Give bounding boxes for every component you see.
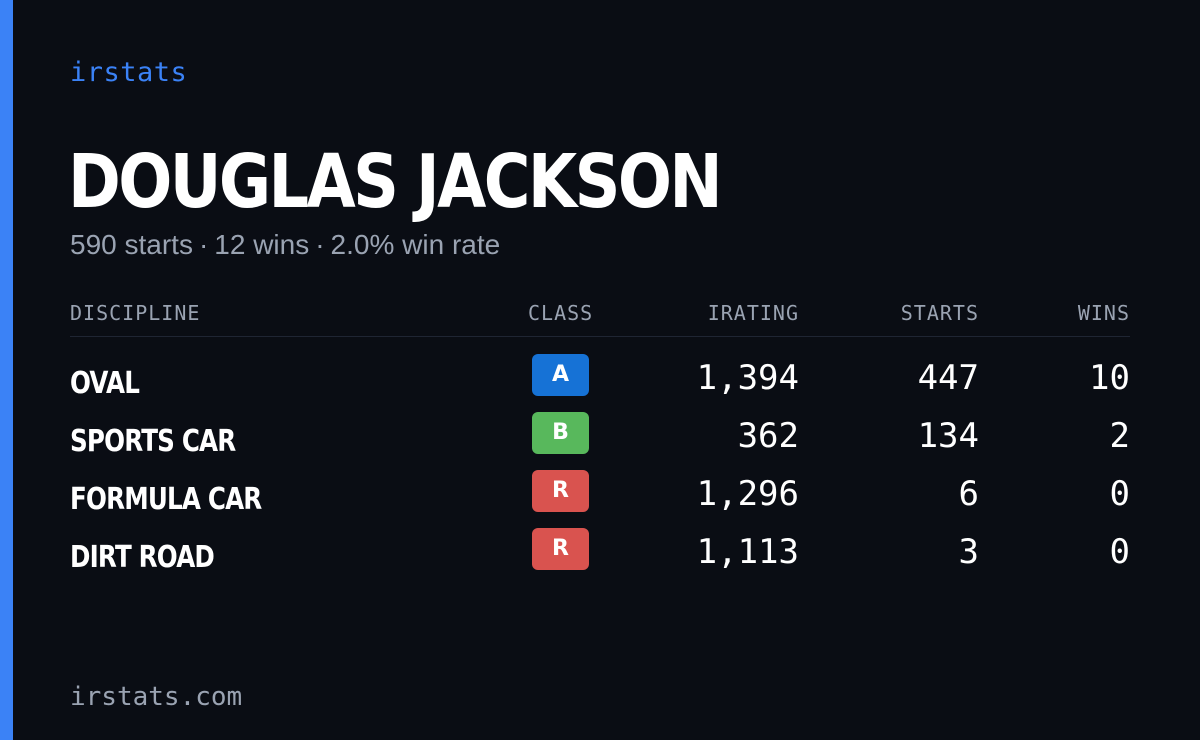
wins-value: 10 bbox=[1089, 358, 1130, 398]
separator: · bbox=[315, 229, 325, 260]
class-badge: R bbox=[532, 528, 589, 570]
starts-summary: 590 starts bbox=[70, 229, 193, 260]
brand-logo: irstats bbox=[70, 57, 188, 88]
irating-value: 1,296 bbox=[696, 474, 799, 514]
wins-value: 0 bbox=[1109, 532, 1130, 572]
wins-summary: 12 wins bbox=[214, 229, 310, 260]
discipline-name: DIRT ROAD bbox=[70, 540, 215, 575]
starts-value: 447 bbox=[917, 358, 979, 398]
irating-value: 1,113 bbox=[696, 532, 799, 572]
class-badge: R bbox=[532, 470, 589, 512]
irating-value: 1,394 bbox=[696, 358, 799, 398]
class-badge: B bbox=[532, 412, 589, 454]
discipline-name: OVAL bbox=[70, 366, 140, 401]
starts-value: 3 bbox=[958, 532, 979, 572]
header-class: CLASS bbox=[528, 301, 594, 325]
header-starts: STARTS bbox=[900, 301, 979, 325]
separator: · bbox=[198, 229, 209, 260]
accent-bar bbox=[0, 0, 13, 740]
win-rate-summary: 2.0% win rate bbox=[330, 229, 501, 260]
header-irating: IRATING bbox=[707, 301, 799, 325]
header-discipline: DISCIPLINE bbox=[70, 301, 201, 325]
header-divider bbox=[70, 336, 1130, 337]
discipline-name: SPORTS CAR bbox=[70, 424, 236, 459]
table-row: FORMULA CAR R 1,296 6 0 bbox=[70, 470, 1130, 528]
table-row: OVAL A 1,394 447 10 bbox=[70, 354, 1130, 412]
table-row: SPORTS CAR B 362 134 2 bbox=[70, 412, 1130, 470]
starts-value: 6 bbox=[958, 474, 979, 514]
table-row: DIRT ROAD R 1,113 3 0 bbox=[70, 528, 1130, 586]
driver-summary: 590 starts · 12 wins · 2.0% win rate bbox=[70, 228, 500, 262]
discipline-name: FORMULA CAR bbox=[70, 482, 262, 517]
driver-name: DOUGLAS JACKSON bbox=[68, 139, 723, 225]
header-wins: WINS bbox=[1077, 301, 1130, 325]
wins-value: 0 bbox=[1109, 474, 1130, 514]
irating-value: 362 bbox=[737, 416, 799, 456]
footer-url: irstats.com bbox=[70, 682, 243, 712]
starts-value: 134 bbox=[917, 416, 979, 456]
class-badge: A bbox=[532, 354, 589, 396]
wins-value: 2 bbox=[1109, 416, 1130, 456]
